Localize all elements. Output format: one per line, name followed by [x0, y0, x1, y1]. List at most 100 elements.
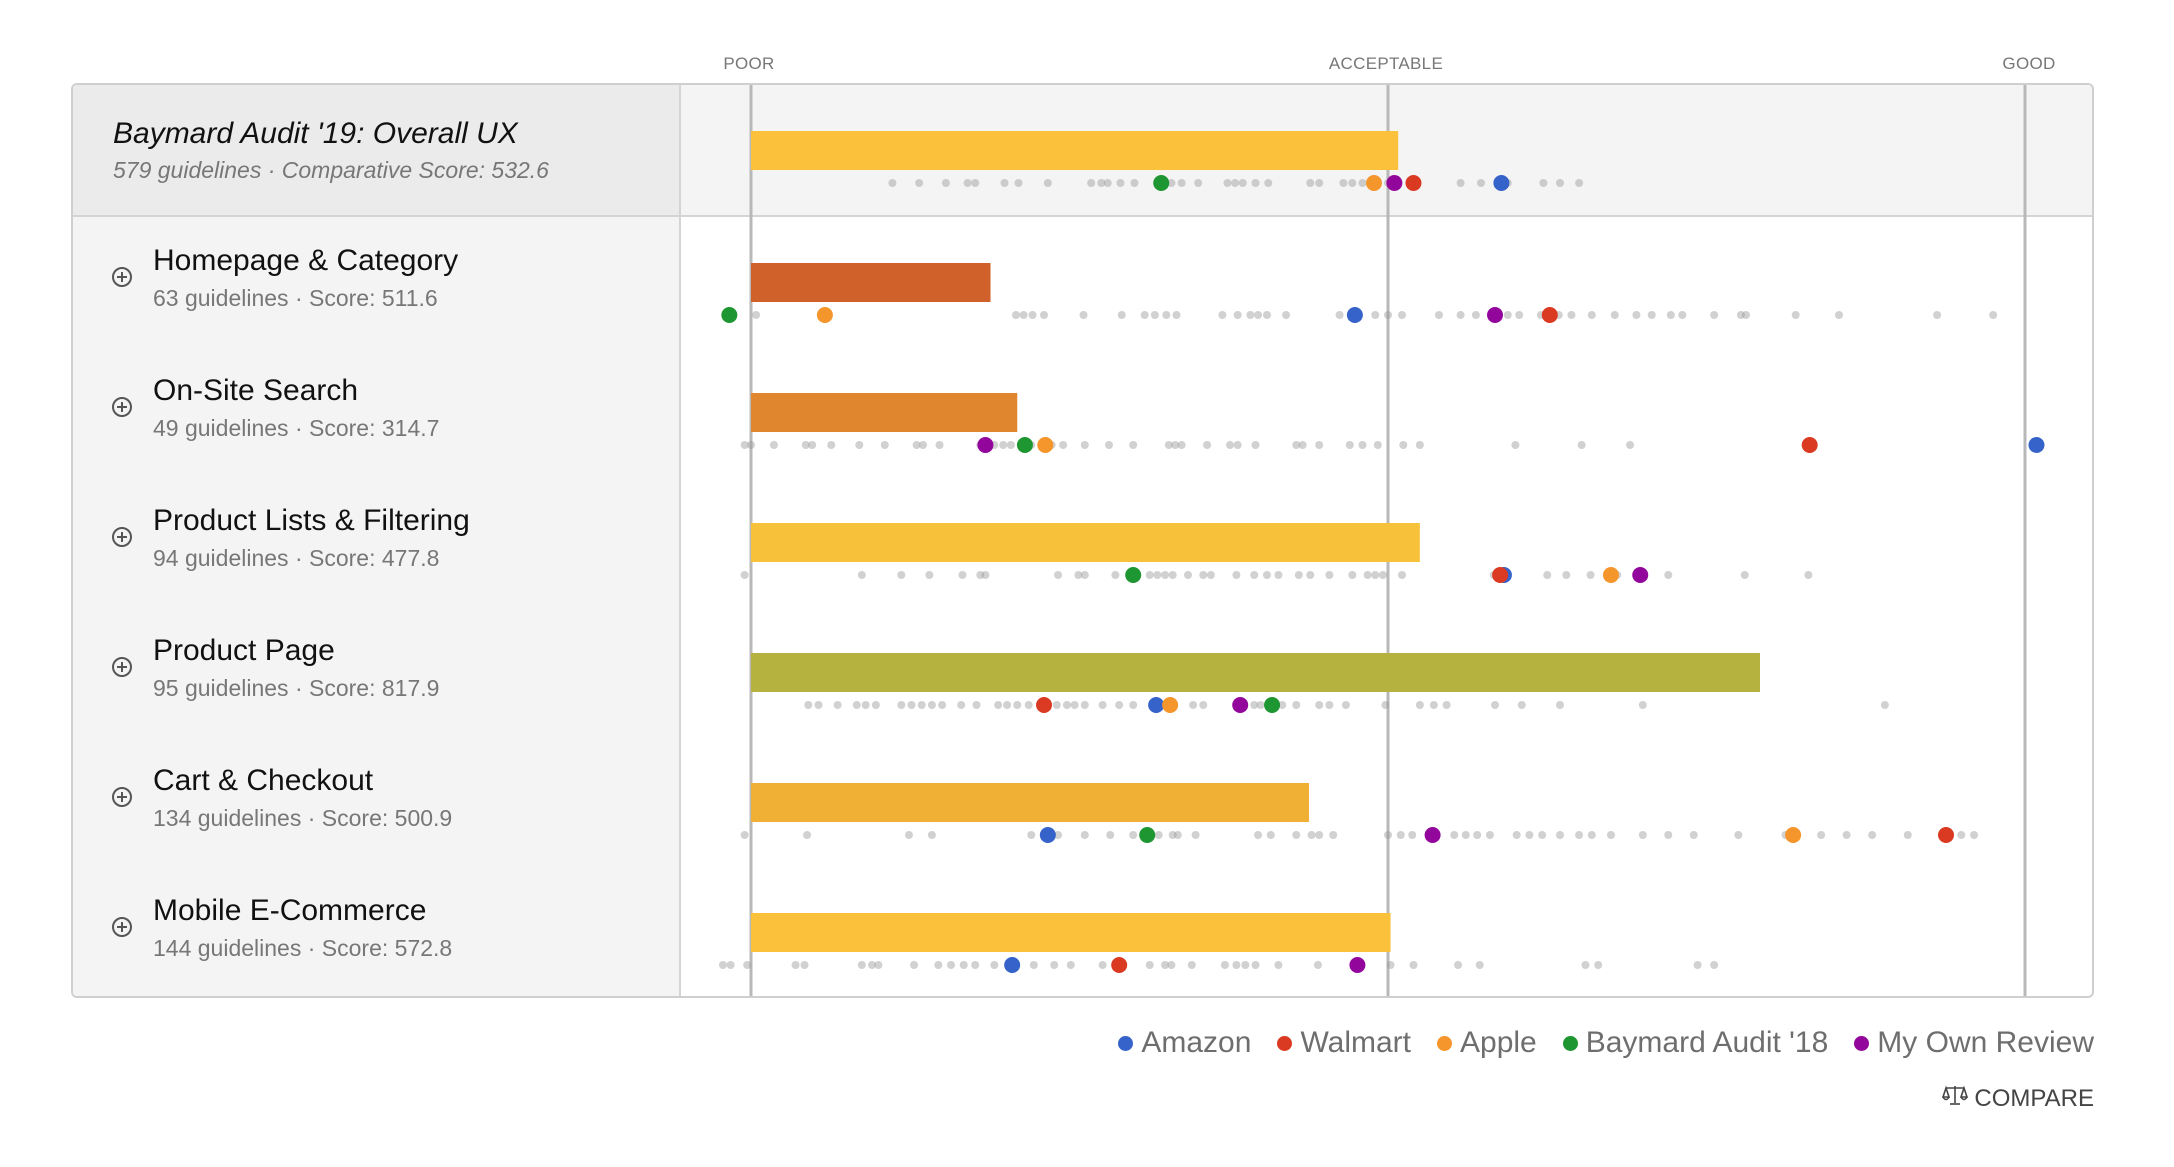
- guideline-dot: [1129, 441, 1138, 449]
- legend-item-amazon[interactable]: Amazon: [1118, 1026, 1251, 1060]
- legend-item-own-review[interactable]: My Own Review: [1854, 1026, 2094, 1060]
- guideline-dot: [1399, 441, 1408, 449]
- category-title[interactable]: Mobile E-Commerce: [153, 894, 427, 927]
- guideline-dot: [1006, 441, 1015, 449]
- guideline-dot: [971, 961, 980, 969]
- expand-plus-icon[interactable]: [112, 267, 132, 287]
- legend-item-apple[interactable]: Apple: [1437, 1026, 1537, 1060]
- guideline-dot: [1371, 571, 1380, 579]
- marker-amazon: [1346, 307, 1363, 323]
- guideline-dot: [1606, 831, 1615, 839]
- guideline-dot: [1233, 441, 1242, 449]
- category-row[interactable]: Product Lists & Filtering 94 guidelines …: [73, 477, 2092, 607]
- guideline-dot: [1539, 179, 1548, 187]
- guideline-dot: [1223, 179, 1232, 187]
- guideline-dot: [1415, 701, 1424, 709]
- guideline-dot: [1140, 311, 1149, 319]
- guideline-dot: [1632, 311, 1641, 319]
- category-title[interactable]: Product Lists & Filtering: [153, 504, 470, 537]
- guideline-dot: [1074, 571, 1083, 579]
- marker-apple: [1602, 567, 1619, 583]
- guideline-dot: [1638, 831, 1647, 839]
- guideline-dot: [904, 831, 913, 839]
- legend-item-baymard18[interactable]: Baymard Audit '18: [1562, 1026, 1828, 1060]
- expand-plus-icon[interactable]: [112, 397, 132, 417]
- guideline-dot: [1477, 179, 1486, 187]
- category-title[interactable]: Homepage & Category: [153, 244, 459, 277]
- expand-plus-icon[interactable]: [112, 917, 132, 937]
- guideline-dot: [1167, 179, 1176, 187]
- guideline-dot: [1194, 179, 1203, 187]
- expand-plus-icon[interactable]: [112, 527, 132, 547]
- guideline-dot: [1256, 701, 1265, 709]
- expand-plus-icon[interactable]: [112, 787, 132, 807]
- guideline-dot: [1473, 831, 1482, 839]
- marker-walmart: [1492, 567, 1509, 583]
- legend-label: Apple: [1460, 1026, 1537, 1059]
- guideline-dot: [1278, 701, 1287, 709]
- guideline-dot: [1250, 701, 1259, 709]
- guideline-dot: [912, 441, 921, 449]
- guideline-dot: [855, 441, 864, 449]
- guideline-dot: [1104, 441, 1113, 449]
- guideline-dot: [910, 961, 919, 969]
- guideline-dot: [1341, 701, 1350, 709]
- category-row[interactable]: On-Site Search 49 guidelines · Score: 31…: [73, 347, 2092, 477]
- compare-button[interactable]: COMPARE: [1942, 1084, 2094, 1113]
- guideline-dot: [1398, 311, 1407, 319]
- guideline-dot: [1103, 179, 1112, 187]
- marker-own: [1487, 307, 1504, 323]
- guideline-dot: [1398, 571, 1407, 579]
- guideline-dot: [1153, 571, 1162, 579]
- guideline-dot: [1408, 831, 1417, 839]
- guideline-dot: [1220, 961, 1229, 969]
- guideline-dot: [1461, 831, 1470, 839]
- guideline-dot: [1306, 571, 1315, 579]
- guideline-dot: [1080, 831, 1089, 839]
- guideline-dot: [963, 179, 972, 187]
- guideline-dot: [1106, 831, 1115, 839]
- guideline-dot: [1475, 961, 1484, 969]
- guideline-dot: [934, 961, 943, 969]
- category-row[interactable]: Mobile E-Commerce 144 guidelines · Score…: [73, 867, 2092, 996]
- marker-walmart: [1541, 307, 1558, 323]
- category-title[interactable]: On-Site Search: [153, 374, 359, 407]
- guideline-dot: [1409, 961, 1418, 969]
- guideline-dot: [1868, 831, 1877, 839]
- guideline-dot: [957, 701, 966, 709]
- compare-label: COMPARE: [1974, 1084, 2094, 1112]
- guideline-dot: [1335, 311, 1344, 319]
- guideline-dot: [1191, 831, 1200, 839]
- guideline-dot: [1232, 571, 1241, 579]
- marker-apple: [1037, 437, 1054, 453]
- category-subtitle: 94 guidelines · Score: 477.8: [153, 545, 440, 571]
- guideline-dot: [917, 701, 926, 709]
- guideline-dot: [1555, 701, 1564, 709]
- guideline-dot: [1250, 571, 1259, 579]
- guideline-dot: [1254, 311, 1263, 319]
- category-subtitle: 95 guidelines · Score: 817.9: [153, 675, 440, 701]
- category-row[interactable]: Product Page 95 guidelines · Score: 817.…: [73, 607, 2092, 737]
- category-title[interactable]: Cart & Checkout: [153, 764, 374, 797]
- score-bar: [751, 131, 1399, 170]
- guideline-dot: [1130, 179, 1139, 187]
- guideline-dot: [1040, 311, 1049, 319]
- guideline-dot: [1517, 701, 1526, 709]
- guideline-dot: [1373, 441, 1382, 449]
- category-row[interactable]: Cart & Checkout 134 guidelines · Score: …: [73, 737, 2092, 867]
- guideline-dot: [1315, 441, 1324, 449]
- guideline-dot: [1834, 311, 1843, 319]
- marker-apple: [1365, 175, 1382, 191]
- category-info: Cart & Checkout 134 guidelines · Score: …: [73, 737, 681, 867]
- legend-item-walmart[interactable]: Walmart: [1277, 1026, 1411, 1060]
- guideline-dot: [1171, 441, 1180, 449]
- guideline-dot: [1294, 571, 1303, 579]
- guideline-dot: [1804, 571, 1813, 579]
- marker-apple: [816, 307, 833, 323]
- expand-plus-icon[interactable]: [112, 657, 132, 677]
- category-title[interactable]: Product Page: [153, 634, 335, 667]
- guideline-dot: [1003, 701, 1012, 709]
- guideline-dot: [1512, 831, 1521, 839]
- category-row[interactable]: Homepage & Category 63 guidelines · Scor…: [73, 217, 2092, 347]
- guideline-dot: [972, 701, 981, 709]
